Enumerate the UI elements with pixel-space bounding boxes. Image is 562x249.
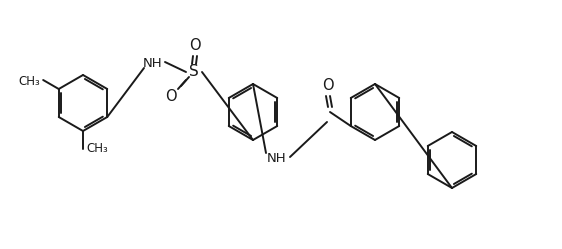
Text: NH: NH xyxy=(267,151,287,165)
Text: CH₃: CH₃ xyxy=(19,74,40,87)
Text: O: O xyxy=(189,38,201,53)
Text: CH₃: CH₃ xyxy=(86,141,108,154)
Text: NH: NH xyxy=(143,57,163,69)
Text: O: O xyxy=(165,88,177,104)
Text: O: O xyxy=(322,77,334,92)
Text: S: S xyxy=(189,63,199,78)
